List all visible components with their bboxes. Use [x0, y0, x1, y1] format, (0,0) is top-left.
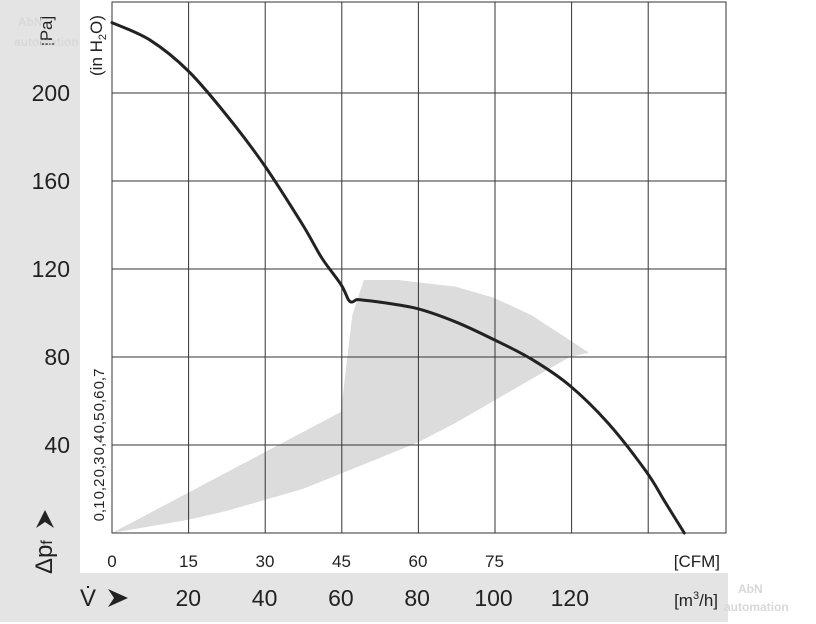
plot-frame [111, 1, 727, 534]
pa-tick-label: 120 [32, 256, 70, 282]
flow-unit-label: [m3/h] [674, 590, 718, 610]
pressure-axis-symbol: Δpf [31, 540, 58, 574]
bottom-axis-panel [80, 573, 728, 622]
cfm-unit-label: [CFM] [674, 552, 720, 571]
flow-tick-label: 100 [474, 585, 512, 611]
grid-lines [112, 2, 726, 533]
pa-tick-label: 160 [32, 168, 70, 194]
cfm-tick-labels: 0 15 30 45 60 75 [107, 552, 504, 571]
flow-tick-labels: 20 40 60 80 100 120 [176, 585, 589, 611]
watermark-logo-bottom: AbN [738, 582, 763, 596]
flow-tick-label: 80 [404, 585, 430, 611]
cfm-tick-label: 45 [332, 552, 351, 571]
inh2o-tick-label: 0,1 [91, 501, 108, 522]
pressure-flow-curve [110, 21, 686, 535]
cfm-tick-label: 15 [179, 552, 198, 571]
pa-tick-label: 200 [32, 80, 70, 106]
inh2o-tick-label: 0,6 [91, 391, 108, 412]
pa-tick-label: 40 [44, 432, 70, 458]
cfm-tick-label: 60 [409, 552, 428, 571]
inh2o-tick-label: 0,7 [91, 369, 108, 390]
cfm-tick-label: 30 [256, 552, 275, 571]
watermark-text-bottom: automation [724, 600, 789, 614]
pa-tick-label: 80 [44, 344, 70, 370]
operating-region [112, 280, 589, 533]
watermark-text-top: automation [14, 35, 79, 49]
pa-tick-labels: 40 80 120 160 200 [32, 80, 70, 458]
inh2o-tick-labels: 0,10,20,30,40,50,60,7 [91, 369, 108, 522]
inh2o-tick-label: 0,3 [91, 457, 108, 478]
flow-axis-symbol: V̇ [80, 584, 96, 612]
inh2o-tick-label: 0,2 [91, 479, 108, 500]
watermark-logo-top: AbN [18, 15, 43, 29]
inh2o-unit-label: (in H2O) [87, 15, 109, 76]
inh2o-tick-label: 0,4 [91, 435, 108, 456]
pressure-axis-arrow-icon [36, 510, 54, 528]
flow-tick-label: 40 [252, 585, 278, 611]
flow-tick-label: 20 [176, 585, 202, 611]
pa-unit-label: [Pa] [37, 16, 56, 46]
flow-axis-arrow-icon [108, 589, 128, 607]
left-axis-panel [0, 0, 80, 622]
cfm-tick-label: 0 [107, 552, 116, 571]
inh2o-tick-label: 0,5 [91, 413, 108, 434]
flow-tick-label: 120 [551, 585, 589, 611]
cfm-tick-label: 75 [485, 552, 504, 571]
flow-tick-label: 60 [328, 585, 354, 611]
